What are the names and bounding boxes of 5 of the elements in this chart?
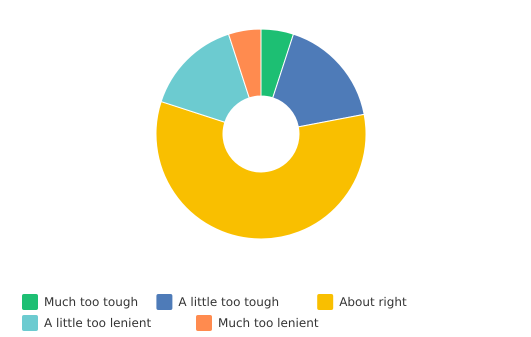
legend-label: Much too tough bbox=[44, 295, 138, 310]
legend-label: Much too lenient bbox=[218, 316, 319, 330]
legend-label: A little too tough bbox=[178, 295, 280, 310]
legend-label: About right bbox=[339, 295, 407, 310]
legend-label: A little too lenient bbox=[44, 316, 152, 330]
